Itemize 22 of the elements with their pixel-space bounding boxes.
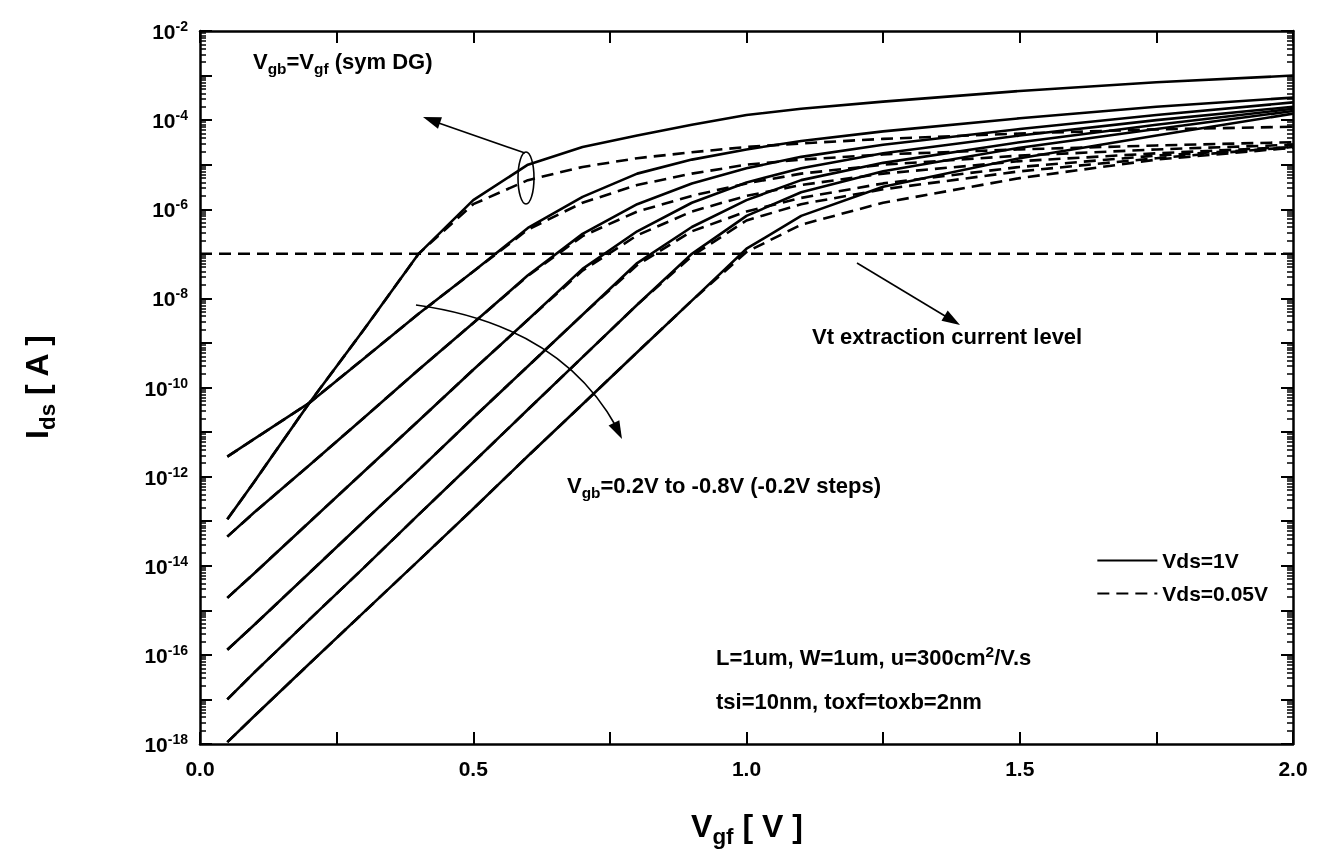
x-tick-label: 1.0 (731, 757, 762, 780)
annotation: tsi=10nm, toxf=toxb=2nm (716, 689, 982, 715)
x-tick-label: 2.0 (1278, 757, 1308, 780)
annotation: V$_{gb}$=0.2V to -0.8V (-0.2V steps) (567, 473, 882, 503)
y-tick-label: 10$^{-16}$ (144, 641, 188, 668)
y-tick-label: 10$^{-8}$ (152, 285, 188, 312)
x-tick-label: 0.5 (458, 757, 489, 780)
annotation: V$_{gb}$=V$_{gf}$ (sym DG) (253, 49, 433, 79)
legend-label: Vds=0.05V (1162, 582, 1268, 605)
legend-label: Vds=1V (1162, 549, 1239, 572)
annotation: L=1um, W=1um, u=300cm$^{2}$/V.s (716, 643, 1032, 671)
x-tick-label: 0.0 (185, 757, 215, 780)
y-tick-label: 10$^{-4}$ (152, 107, 188, 134)
y-tick-label: 10$^{-18}$ (144, 731, 188, 757)
x-tick-label: 1.5 (1005, 757, 1035, 780)
y-tick-label: 10$^{-12}$ (144, 463, 188, 490)
y-tick-label: 10$^{-14}$ (144, 552, 188, 579)
annotation: Vt extraction current level (812, 324, 1083, 350)
y-tick-label: 10$^{-10}$ (144, 374, 188, 401)
y-tick-label: 10$^{-6}$ (152, 196, 188, 223)
y-tick-label: 10$^{-2}$ (152, 18, 188, 44)
x-axis-title: V$_{gf}$ [ V ] (691, 808, 803, 851)
